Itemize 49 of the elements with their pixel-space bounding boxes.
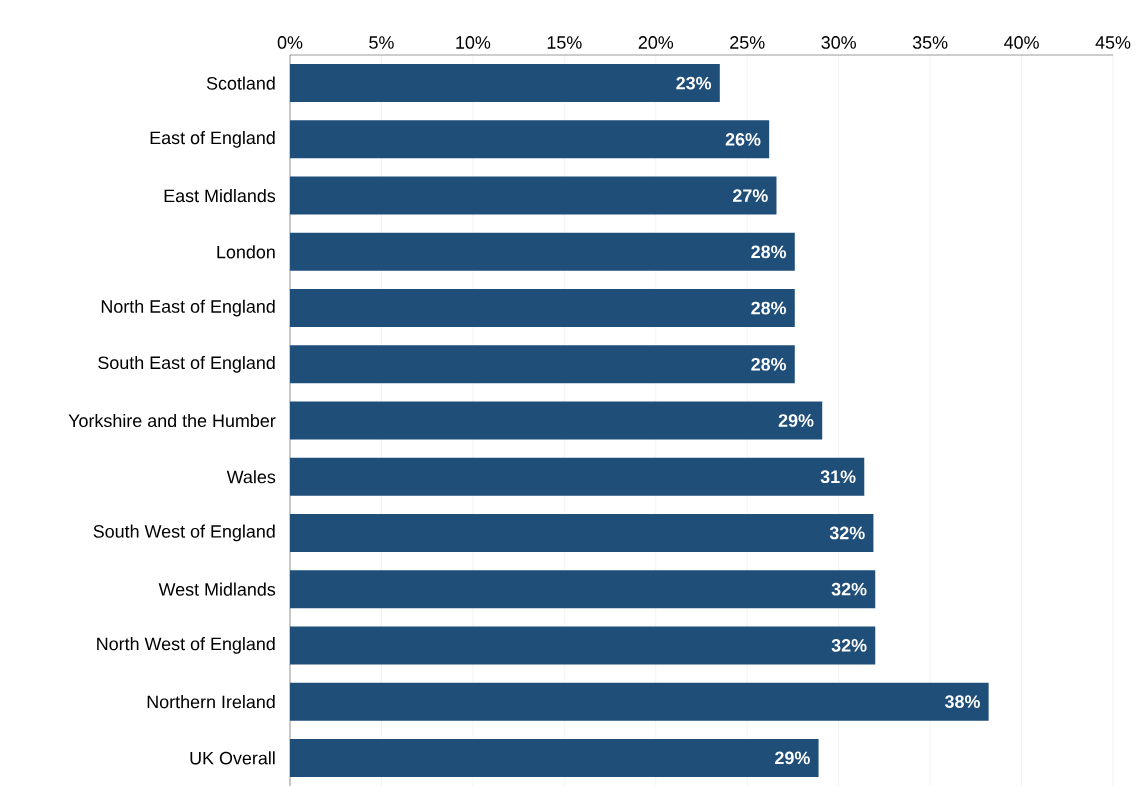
bar <box>290 457 865 496</box>
y-tick-label: UK Overall <box>190 751 275 765</box>
bar <box>290 289 795 328</box>
y-tick-label: London <box>217 245 275 259</box>
bar <box>290 738 819 777</box>
x-tick-label: 0% <box>277 36 303 49</box>
y-tick-label: Wales <box>226 470 276 484</box>
bar <box>290 570 876 609</box>
y-tick-label: South West of England <box>93 524 275 542</box>
data-label: 31% <box>820 470 856 484</box>
x-tick-label: 30% <box>821 36 856 49</box>
y-tick-label: North West of England <box>97 637 275 654</box>
x-tick-label: 5% <box>369 36 394 49</box>
data-label: 27% <box>733 189 768 202</box>
y-tick-label: Yorkshire and the Humber <box>68 413 276 428</box>
data-label: 28% <box>751 357 787 371</box>
x-tick-label: 35% <box>912 36 948 49</box>
bar <box>290 682 989 721</box>
bar <box>290 176 777 215</box>
bar <box>290 345 795 384</box>
y-tick-label: Northern Ireland <box>147 695 275 709</box>
data-label: 28% <box>751 245 787 259</box>
bar <box>290 401 823 440</box>
x-tick-label: 20% <box>638 36 674 49</box>
y-tick-label: North East of England <box>101 299 275 317</box>
x-tick-label: 15% <box>547 36 582 49</box>
data-label: 38% <box>944 695 980 709</box>
x-tick-label: 45% <box>1095 36 1131 49</box>
data-label: 29% <box>775 751 810 765</box>
y-tick-label: East of England <box>150 130 275 148</box>
bar <box>290 232 795 271</box>
y-tick-label: South East of England <box>98 355 275 373</box>
x-tick-label: 25% <box>730 36 765 49</box>
x-tick-label: 40% <box>1004 36 1039 49</box>
bar <box>290 120 770 159</box>
bar <box>290 626 876 665</box>
x-tick-label: 10% <box>456 36 491 49</box>
bar <box>290 513 874 552</box>
bar <box>290 64 720 103</box>
data-label: 28% <box>751 301 787 315</box>
y-tick-label: Scotland <box>206 76 275 90</box>
y-tick-label: East Midlands <box>164 188 276 203</box>
data-label: 29% <box>778 414 814 427</box>
y-tick-label: West Midlands <box>158 582 276 596</box>
data-label: 23% <box>676 76 712 90</box>
data-label: 32% <box>831 639 867 652</box>
data-label: 32% <box>829 526 865 540</box>
data-label: 26% <box>725 132 761 146</box>
data-label: 32% <box>831 582 867 596</box>
